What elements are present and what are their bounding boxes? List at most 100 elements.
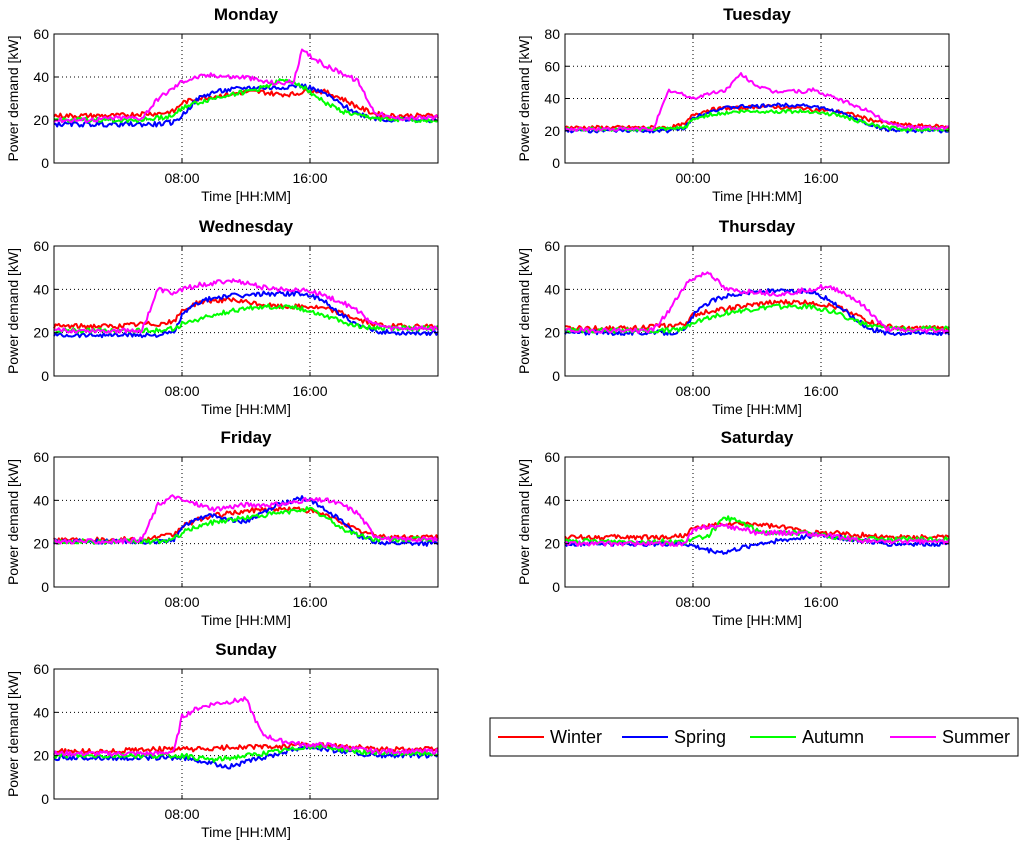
friday-x-tick-label: 08:00 bbox=[164, 594, 199, 610]
tuesday-y-tick-label: 0 bbox=[552, 155, 560, 171]
tuesday-y-tick-label: 80 bbox=[544, 26, 560, 42]
monday-y-tick-label: 20 bbox=[33, 112, 49, 128]
saturday-series-winter bbox=[564, 520, 950, 541]
monday-y-tick-label: 0 bbox=[41, 155, 49, 171]
saturday-y-tick-label: 60 bbox=[544, 449, 560, 465]
saturday-x-tick-label: 16:00 bbox=[803, 594, 838, 610]
legend-label-autumn: Autumn bbox=[802, 727, 864, 747]
friday-ylabel: Power demand [kW] bbox=[5, 459, 21, 585]
saturday-title: Saturday bbox=[721, 428, 794, 447]
tuesday-series-summer bbox=[564, 72, 950, 132]
monday-x-tick-label: 08:00 bbox=[164, 170, 199, 186]
monday-xlabel: Time [HH:MM] bbox=[201, 188, 291, 204]
thursday-axes-frame bbox=[564, 245, 950, 377]
saturday-xlabel: Time [HH:MM] bbox=[712, 612, 802, 628]
saturday-y-tick-label: 0 bbox=[552, 579, 560, 595]
sunday-y-tick-label: 40 bbox=[33, 704, 49, 720]
saturday-series-autumn bbox=[564, 515, 950, 545]
wednesday-xlabel: Time [HH:MM] bbox=[201, 401, 291, 417]
friday-y-tick-label: 20 bbox=[33, 536, 49, 552]
friday-y-tick-label: 60 bbox=[33, 449, 49, 465]
tuesday-x-tick-label: 00:00 bbox=[675, 170, 710, 186]
sunday-y-tick-label: 60 bbox=[33, 661, 49, 677]
wednesday-y-tick-label: 0 bbox=[41, 368, 49, 384]
legend-label-spring: Spring bbox=[674, 727, 726, 747]
monday-panel: 0 20 40 60 08:00 16:00 Monday Time [HH:MM] Power… bbox=[5, 5, 439, 204]
sunday-plot-area bbox=[54, 669, 438, 799]
sunday-x-tick-label: 08:00 bbox=[164, 806, 199, 822]
sunday-y-tick-label: 0 bbox=[41, 791, 49, 807]
monday-axes-frame bbox=[53, 33, 439, 164]
monday-ylabel: Power demand [kW] bbox=[5, 35, 21, 161]
legend-label-summer: Summer bbox=[942, 727, 1010, 747]
wednesday-axes-frame bbox=[53, 245, 439, 377]
saturday-axes-frame bbox=[564, 456, 950, 588]
friday-axes-frame bbox=[53, 456, 439, 588]
tuesday-xlabel: Time [HH:MM] bbox=[712, 188, 802, 204]
thursday-title: Thursday bbox=[719, 217, 796, 236]
thursday-y-tick-label: 0 bbox=[552, 368, 560, 384]
wednesday-title: Wednesday bbox=[199, 217, 294, 236]
sunday-ylabel: Power demand [kW] bbox=[5, 671, 21, 797]
tuesday-ylabel: Power demand [kW] bbox=[516, 35, 532, 161]
wednesday-x-tick-label: 08:00 bbox=[164, 383, 199, 399]
legend-label-winter: Winter bbox=[550, 727, 602, 747]
thursday-y-tick-label: 40 bbox=[544, 281, 560, 297]
sunday-y-tick-label: 20 bbox=[33, 748, 49, 764]
friday-x-tick-label: 16:00 bbox=[292, 594, 327, 610]
monday-series-summer bbox=[53, 48, 439, 124]
monday-x-tick-label: 16:00 bbox=[292, 170, 327, 186]
thursday-x-tick-label: 08:00 bbox=[675, 383, 710, 399]
friday-y-tick-label: 40 bbox=[33, 492, 49, 508]
legend: Winter Spring Autumn Summer bbox=[489, 717, 1019, 757]
saturday-x-tick-label: 08:00 bbox=[675, 594, 710, 610]
thursday-series-spring bbox=[564, 288, 950, 336]
saturday-y-tick-label: 20 bbox=[544, 536, 560, 552]
tuesday-series-spring bbox=[564, 102, 950, 134]
sunday-axes-frame bbox=[53, 668, 439, 800]
wednesday-plot-area bbox=[54, 246, 438, 376]
tuesday-y-tick-label: 40 bbox=[544, 91, 560, 107]
thursday-series-summer bbox=[564, 271, 950, 334]
wednesday-y-tick-label: 40 bbox=[33, 281, 49, 297]
thursday-y-tick-label: 60 bbox=[544, 238, 560, 254]
saturday-series-spring bbox=[564, 532, 950, 555]
wednesday-y-tick-label: 60 bbox=[33, 238, 49, 254]
monday-y-tick-label: 40 bbox=[33, 69, 49, 85]
monday-plot-area bbox=[54, 34, 438, 163]
thursday-panel: 0 20 40 60 08:00 16:00 Thursday Time [HH:MM] Pow… bbox=[516, 217, 950, 417]
sunday-series-summer bbox=[53, 696, 439, 757]
thursday-x-tick-label: 16:00 bbox=[803, 383, 838, 399]
wednesday-y-tick-label: 20 bbox=[33, 325, 49, 341]
friday-series-summer bbox=[53, 494, 439, 545]
tuesday-panel: 0 20 40 60 80 00:00 16:00 Tuesday Time [HH:MM] Po… bbox=[516, 5, 950, 204]
saturday-ylabel: Power demand [kW] bbox=[516, 459, 532, 585]
friday-panel: 0 20 40 60 08:00 16:00 Friday Time [HH:MM] Power… bbox=[5, 428, 439, 628]
sunday-panel: 0 20 40 60 08:00 16:00 Sunday Time [HH:MM] Power… bbox=[5, 640, 439, 840]
tuesday-y-tick-label: 20 bbox=[544, 123, 560, 139]
tuesday-x-tick-label: 16:00 bbox=[803, 170, 838, 186]
sunday-x-tick-label: 16:00 bbox=[292, 806, 327, 822]
sunday-series-spring bbox=[53, 745, 439, 770]
sunday-xlabel: Time [HH:MM] bbox=[201, 824, 291, 840]
wednesday-panel: 0 20 40 60 08:00 16:00 Wednesday Time [HH:MM] Po… bbox=[5, 217, 439, 417]
tuesday-y-tick-label: 60 bbox=[544, 58, 560, 74]
thursday-y-tick-label: 20 bbox=[544, 325, 560, 341]
saturday-plot-area bbox=[565, 457, 949, 587]
friday-xlabel: Time [HH:MM] bbox=[201, 612, 291, 628]
friday-title: Friday bbox=[220, 428, 272, 447]
thursday-ylabel: Power demand [kW] bbox=[516, 248, 532, 374]
saturday-panel: 0 20 40 60 08:00 16:00 Saturday Time [HH:MM] Pow… bbox=[516, 428, 950, 628]
monday-series-autumn bbox=[53, 78, 439, 124]
monday-y-tick-label: 60 bbox=[33, 26, 49, 42]
sunday-series-autumn bbox=[53, 743, 439, 763]
monday-title: Monday bbox=[214, 5, 279, 24]
friday-y-tick-label: 0 bbox=[41, 579, 49, 595]
tuesday-title: Tuesday bbox=[723, 5, 791, 24]
wednesday-ylabel: Power demand [kW] bbox=[5, 248, 21, 374]
thursday-plot-area bbox=[565, 246, 949, 376]
wednesday-x-tick-label: 16:00 bbox=[292, 383, 327, 399]
sunday-title: Sunday bbox=[215, 640, 277, 659]
saturday-series-summer bbox=[564, 523, 950, 547]
